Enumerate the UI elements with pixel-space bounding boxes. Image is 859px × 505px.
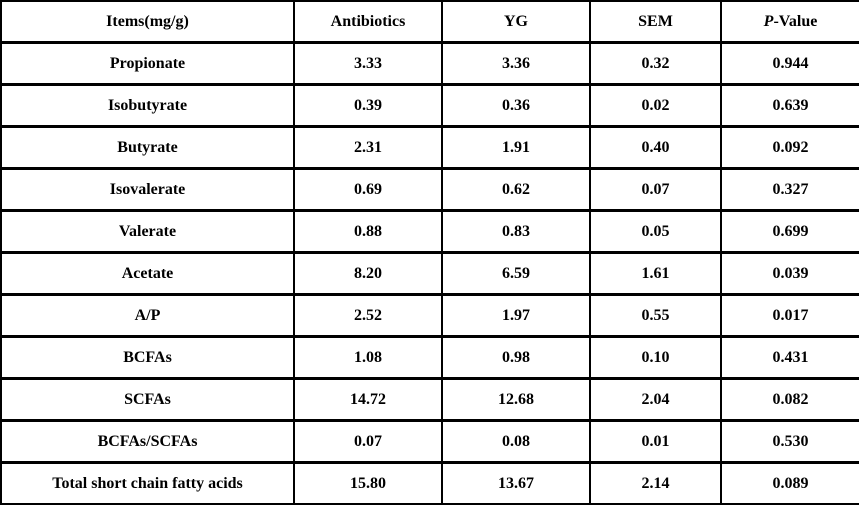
antibiotics-value-cell: 2.52: [293, 293, 443, 338]
antibiotics-value-cell: 0.39: [293, 83, 443, 128]
column-header-pvalue: P-Value: [720, 0, 859, 44]
table-row: Acetate 8.20 6.59 1.61 0.039: [0, 251, 859, 296]
sem-value-cell: 2.04: [589, 377, 722, 422]
sem-value-cell: 0.07: [589, 167, 722, 212]
column-header-antibiotics: Antibiotics: [293, 0, 443, 44]
table-row: BCFAs 1.08 0.98 0.10 0.431: [0, 335, 859, 380]
sem-value-cell: 0.32: [589, 41, 722, 86]
column-header-sem: SEM: [589, 0, 722, 44]
table-row: BCFAs/SCFAs 0.07 0.08 0.01 0.530: [0, 419, 859, 464]
table-row: Isovalerate 0.69 0.62 0.07 0.327: [0, 167, 859, 212]
antibiotics-value-cell: 0.07: [293, 419, 443, 464]
yg-value-cell: 3.36: [441, 41, 591, 86]
sem-value-cell: 0.02: [589, 83, 722, 128]
pvalue-value-cell: 0.530: [720, 419, 859, 464]
antibiotics-value-cell: 15.80: [293, 461, 443, 505]
yg-value-cell: 1.91: [441, 125, 591, 170]
table-row: Butyrate 2.31 1.91 0.40 0.092: [0, 125, 859, 170]
antibiotics-value-cell: 0.88: [293, 209, 443, 254]
yg-value-cell: 6.59: [441, 251, 591, 296]
table-row: Total short chain fatty acids 15.80 13.67 2…: [0, 461, 859, 505]
antibiotics-value-cell: 8.20: [293, 251, 443, 296]
yg-value-cell: 1.97: [441, 293, 591, 338]
yg-value-cell: 12.68: [441, 377, 591, 422]
item-label-cell: Isobutyrate: [0, 83, 295, 128]
item-label-cell: Butyrate: [0, 125, 295, 170]
pvalue-value-cell: 0.699: [720, 209, 859, 254]
item-label-cell: SCFAs: [0, 377, 295, 422]
yg-value-cell: 0.36: [441, 83, 591, 128]
table-row: Valerate 0.88 0.83 0.05 0.699: [0, 209, 859, 254]
header-row: Items(mg/g) Antibiotics YG SEM P-Value: [0, 0, 859, 44]
pvalue-value-cell: 0.092: [720, 125, 859, 170]
antibiotics-value-cell: 1.08: [293, 335, 443, 380]
sem-value-cell: 0.55: [589, 293, 722, 338]
item-label-cell: Isovalerate: [0, 167, 295, 212]
table-row: Isobutyrate 0.39 0.36 0.02 0.639: [0, 83, 859, 128]
yg-value-cell: 13.67: [441, 461, 591, 505]
pvalue-value-cell: 0.327: [720, 167, 859, 212]
pvalue-value-cell: 0.639: [720, 83, 859, 128]
table-row: SCFAs 14.72 12.68 2.04 0.082: [0, 377, 859, 422]
pvalue-value-cell: 0.017: [720, 293, 859, 338]
yg-value-cell: 0.62: [441, 167, 591, 212]
pvalue-value-cell: 0.089: [720, 461, 859, 505]
sem-value-cell: 0.40: [589, 125, 722, 170]
antibiotics-value-cell: 14.72: [293, 377, 443, 422]
item-label-cell: BCFAs/SCFAs: [0, 419, 295, 464]
pvalue-value-cell: 0.944: [720, 41, 859, 86]
antibiotics-value-cell: 2.31: [293, 125, 443, 170]
pvalue-value-cell: 0.039: [720, 251, 859, 296]
table-row: Propionate 3.33 3.36 0.32 0.944: [0, 41, 859, 86]
yg-value-cell: 0.08: [441, 419, 591, 464]
column-header-items: Items(mg/g): [0, 0, 295, 44]
sem-value-cell: 1.61: [589, 251, 722, 296]
sem-value-cell: 0.10: [589, 335, 722, 380]
pvalue-header-rest-part: -Value: [773, 12, 818, 30]
table-body: Propionate 3.33 3.36 0.32 0.944 Isobutyrate 0.…: [0, 41, 859, 505]
item-label-cell: BCFAs: [0, 335, 295, 380]
pvalue-value-cell: 0.431: [720, 335, 859, 380]
sem-value-cell: 0.05: [589, 209, 722, 254]
sem-value-cell: 2.14: [589, 461, 722, 505]
antibiotics-value-cell: 0.69: [293, 167, 443, 212]
pvalue-value-cell: 0.082: [720, 377, 859, 422]
pvalue-header-italic-part: P: [763, 12, 774, 30]
item-label-cell: Total short chain fatty acids: [0, 461, 295, 505]
table-row: A/P 2.52 1.97 0.55 0.017: [0, 293, 859, 338]
sem-value-cell: 0.01: [589, 419, 722, 464]
antibiotics-value-cell: 3.33: [293, 41, 443, 86]
item-label-cell: Acetate: [0, 251, 295, 296]
item-label-cell: Valerate: [0, 209, 295, 254]
item-label-cell: Propionate: [0, 41, 295, 86]
yg-value-cell: 0.83: [441, 209, 591, 254]
yg-value-cell: 0.98: [441, 335, 591, 380]
column-header-yg: YG: [441, 0, 591, 44]
item-label-cell: A/P: [0, 293, 295, 338]
